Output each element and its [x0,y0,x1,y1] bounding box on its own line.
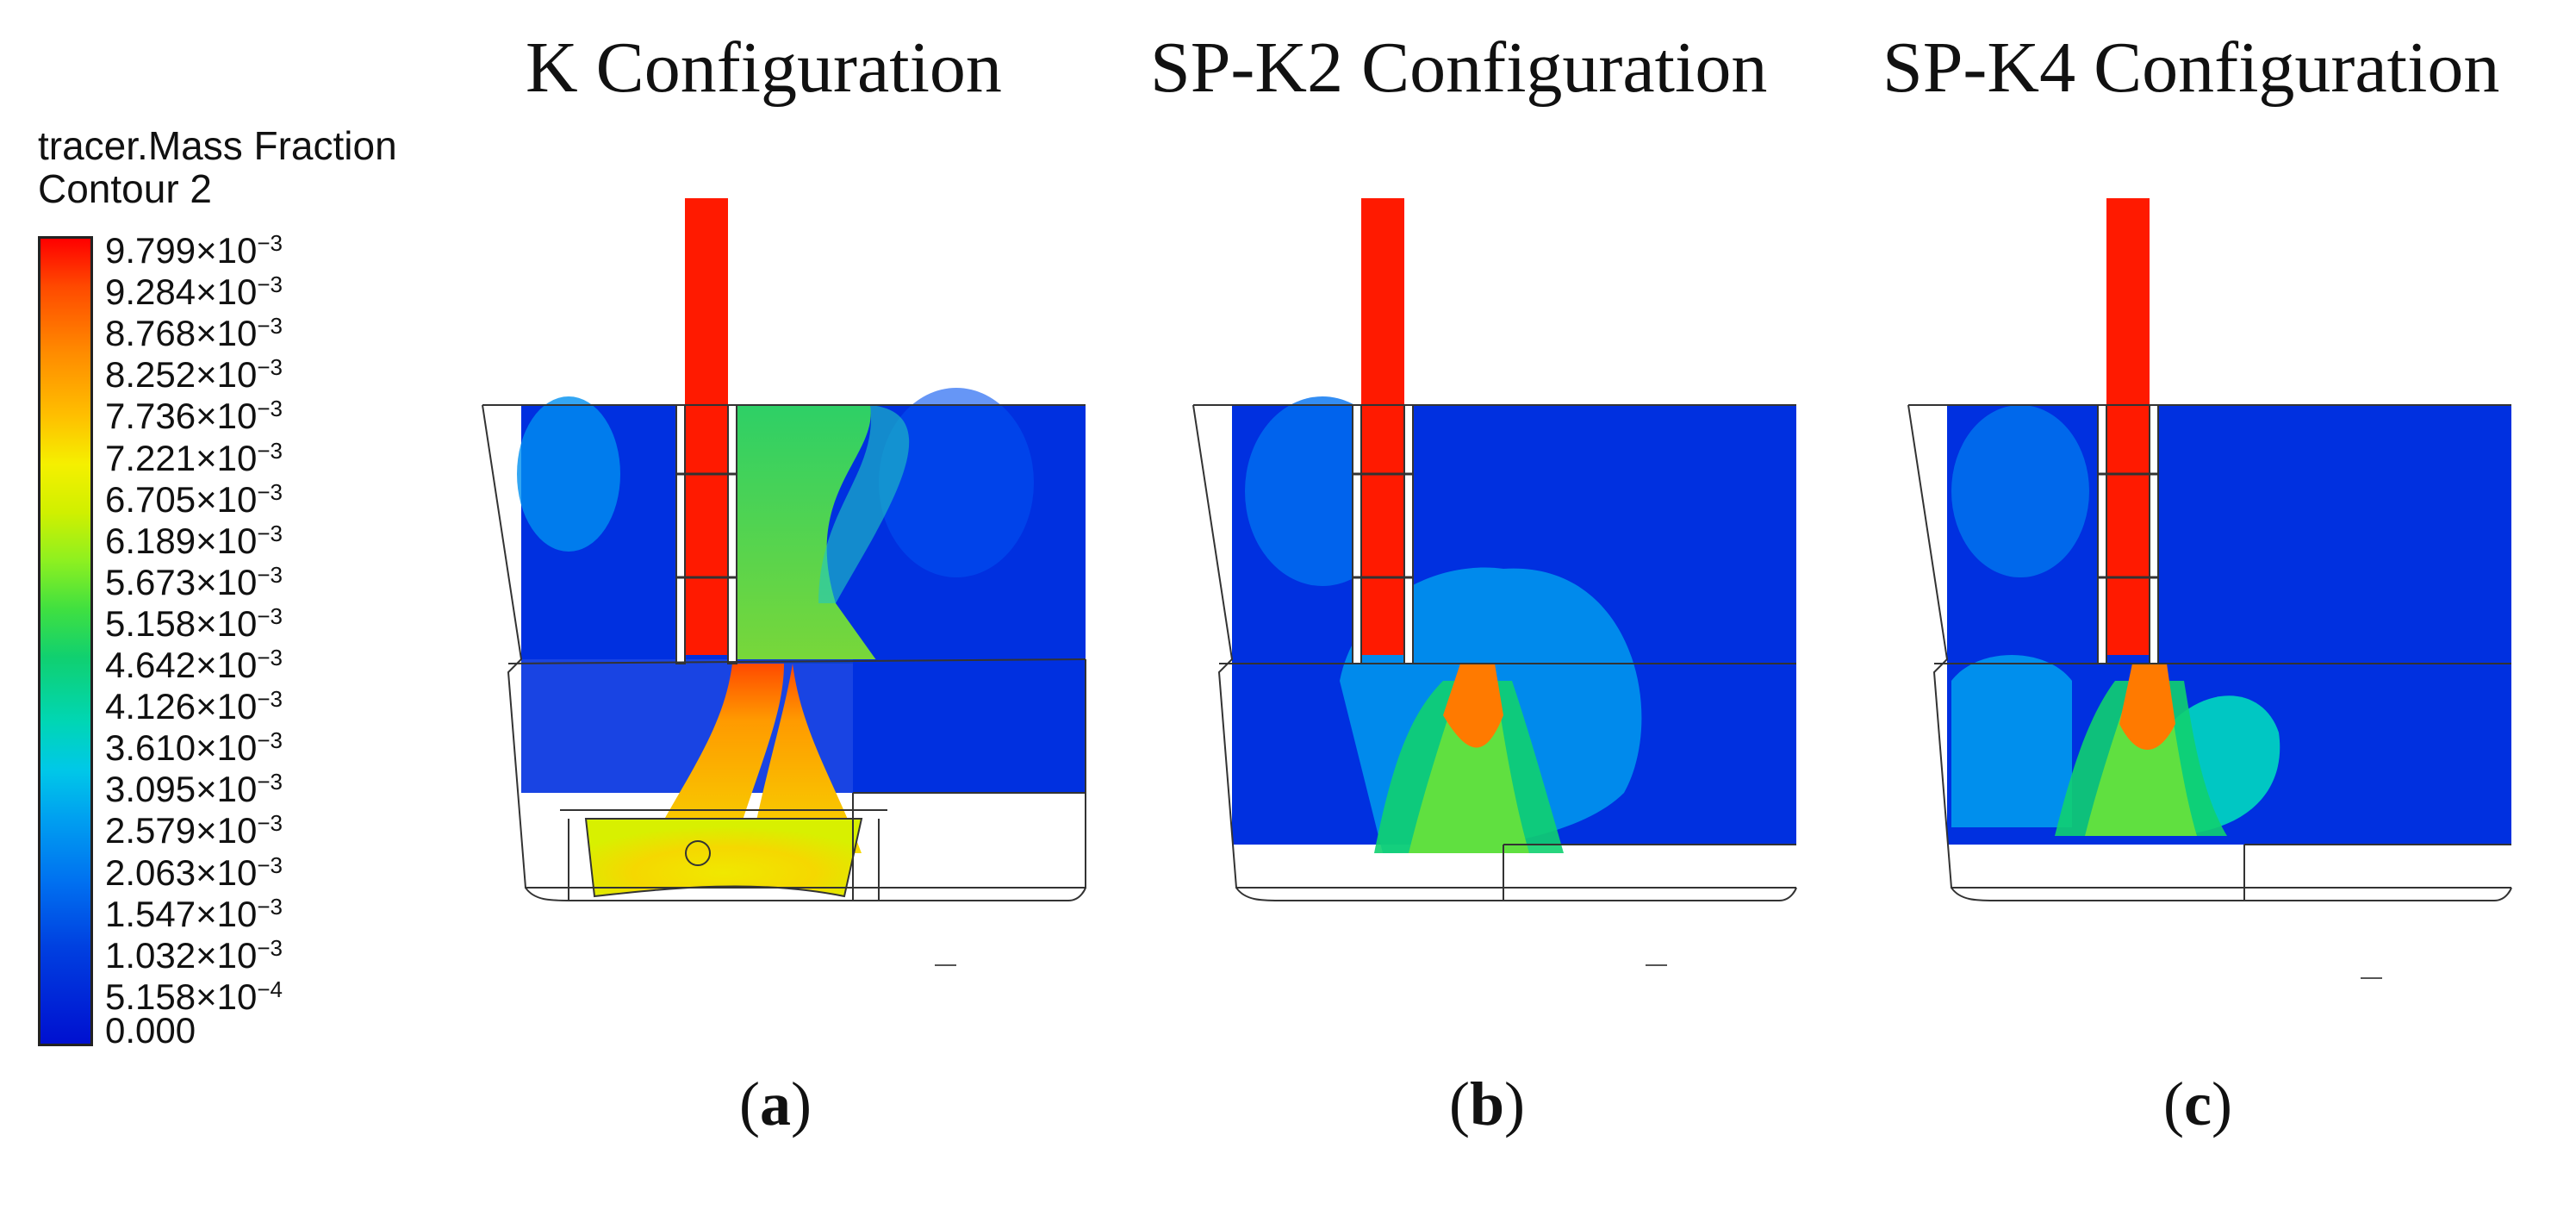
color-scale-tick-label: 2.063×10−3 [105,847,283,891]
color-scale-tick-label: 8.252×10−3 [105,349,283,393]
color-scale-tick-label: 9.799×10−3 [105,225,283,269]
color-scale-tick-label: 4.126×10−3 [105,681,283,725]
tick-mantissa: 2.063 [105,851,196,893]
caption-letter-c: c [2183,1069,2212,1138]
tick-mantissa: 6.189 [105,520,196,561]
tick-mantissa: 8.252 [105,354,196,396]
color-scale-tick-label: 2.579×10−3 [105,805,283,849]
tick-mantissa: 6.705 [105,478,196,520]
tick-multiplier: ×10 [196,396,258,437]
tick-multiplier: ×10 [196,769,258,810]
tick-exponent: −3 [257,810,283,837]
color-scale-tick-label: 4.642×10−3 [105,639,283,683]
color-scale-tick-label: 1.547×10−3 [105,889,283,932]
tick-exponent: −3 [257,437,283,464]
tick-mantissa: 0.000 [105,1010,196,1051]
tick-mantissa: 9.799 [105,230,196,271]
tick-exponent: −3 [257,396,283,422]
tick-exponent: −3 [257,769,283,795]
color-scale-tick-label: 7.736×10−3 [105,390,283,434]
color-scale-tick-label: 6.189×10−3 [105,515,283,559]
tick-exponent: −3 [257,602,283,629]
tick-mantissa: 1.032 [105,934,196,976]
color-scale-tick-label: 8.768×10−3 [105,308,283,352]
contour-plot-sp-k2 [1192,198,1797,966]
caption-c: (c) [2163,1069,2232,1138]
tick-multiplier: ×10 [196,271,258,313]
tick-mantissa: 5.158 [105,602,196,644]
panel-sp-k4-configuration [1900,198,2537,991]
tick-exponent: −3 [257,851,283,878]
color-scale-tick-label: 3.610×10−3 [105,722,283,766]
tick-mantissa: 9.284 [105,271,196,313]
tick-multiplier: ×10 [196,437,258,478]
tick-multiplier: ×10 [196,313,258,354]
legend-subtitle: Contour 2 [38,166,213,211]
tick-multiplier: ×10 [196,893,258,934]
tick-exponent: −3 [257,271,283,298]
tick-mantissa: 4.126 [105,686,196,727]
caption-letter-b: b [1469,1069,1505,1138]
tick-multiplier: ×10 [196,478,258,520]
title-sp-k2-configuration: SP-K2 Configuration [1150,28,1768,108]
color-scale-tick-label: 6.705×10−3 [105,474,283,518]
tick-exponent: −3 [257,478,283,505]
tick-multiplier: ×10 [196,602,258,644]
tick-exponent: −4 [257,976,283,1002]
legend-title: tracer.Mass Fraction [38,123,397,168]
tick-exponent: −3 [257,230,283,256]
tick-multiplier: ×10 [196,561,258,602]
tick-multiplier: ×10 [196,230,258,271]
tick-exponent: −3 [257,934,283,961]
tick-multiplier: ×10 [196,645,258,686]
tick-exponent: −3 [257,727,283,754]
nozzle-jet [2106,198,2150,655]
tick-multiplier: ×10 [196,686,258,727]
tick-exponent: −3 [257,893,283,920]
title-sp-k4-configuration: SP-K4 Configuration [1882,28,2500,108]
nozzle-jet [1361,198,1404,655]
tick-mantissa: 1.547 [105,893,196,934]
caption-b: (b) [1449,1069,1526,1138]
contour-plot-sp-k4 [1907,198,2512,979]
tick-mantissa: 3.095 [105,769,196,810]
tick-exponent: −3 [257,313,283,340]
tick-mantissa: 5.673 [105,561,196,602]
tick-mantissa: 2.579 [105,810,196,851]
tick-mantissa: 7.736 [105,396,196,437]
tick-multiplier: ×10 [196,354,258,396]
panel-k-configuration [474,198,1111,991]
tick-mantissa: 3.610 [105,727,196,769]
color-scale-tick-label: 9.284×10−3 [105,266,283,310]
tick-mantissa: 4.642 [105,645,196,686]
color-scale-tick-label: 3.095×10−3 [105,764,283,808]
tick-exponent: −3 [257,645,283,671]
tick-mantissa: 8.768 [105,313,196,354]
tick-multiplier: ×10 [196,976,258,1017]
color-scale-tick-label: 1.032×10−3 [105,930,283,974]
title-k-configuration: K Configuration [526,28,1002,108]
panel-sp-k2-configuration [1185,198,1822,991]
caption-a: (a) [739,1069,812,1138]
tick-multiplier: ×10 [196,851,258,893]
caption-letter-a: a [759,1069,791,1138]
contour-plot-k [482,198,1086,966]
tick-exponent: −3 [257,354,283,381]
tick-exponent: −3 [257,686,283,713]
tick-multiplier: ×10 [196,520,258,561]
nozzle-jet [685,198,728,655]
color-scale-tick-label: 5.673×10−3 [105,557,283,601]
color-scale-tick-label: 7.221×10−3 [105,433,283,477]
tick-multiplier: ×10 [196,727,258,769]
tick-multiplier: ×10 [196,934,258,976]
color-scale-tick-label: 5.158×10−3 [105,598,283,642]
tick-mantissa: 5.158 [105,976,196,1017]
color-scale-bar [38,236,93,1046]
color-scale-tick-label: 0.000 [105,1013,196,1049]
color-scale-tick-label: 5.158×10−4 [105,971,283,1015]
tick-mantissa: 7.221 [105,437,196,478]
tick-multiplier: ×10 [196,810,258,851]
tick-exponent: −3 [257,520,283,546]
tick-exponent: −3 [257,561,283,588]
